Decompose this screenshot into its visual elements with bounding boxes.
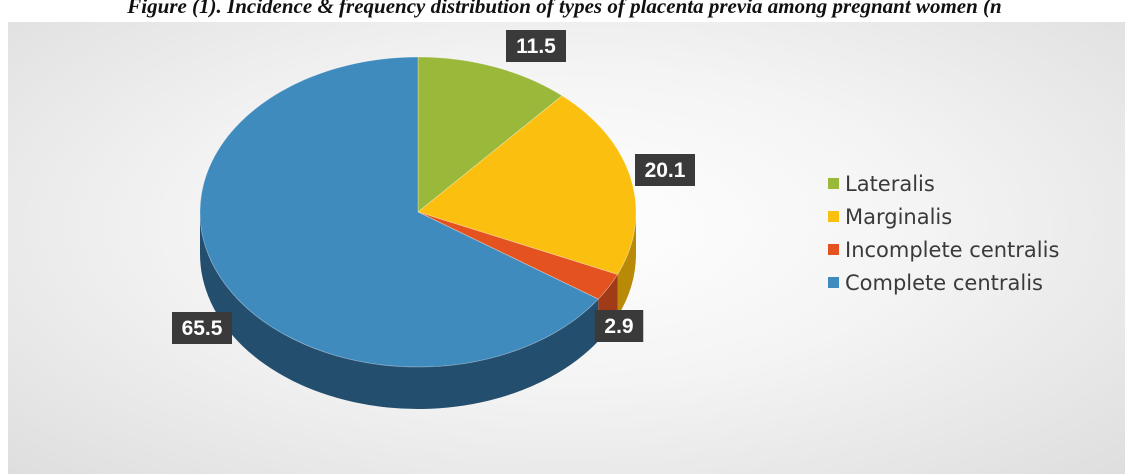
data-label-lateralis: 11.5	[506, 30, 566, 62]
data-label-value: 11.5	[516, 35, 556, 58]
data-label-box	[506, 30, 566, 62]
data-label-box	[172, 312, 232, 344]
pie-chart: 11.5 20.1 2.9 65.5 Lateralis Marginalis Incom…	[172, 30, 1059, 409]
pie-slices	[199, 56, 637, 368]
legend-swatch	[828, 178, 839, 189]
data-label-value: 65.5	[182, 317, 223, 340]
legend-item-marginalis: Marginalis	[828, 205, 952, 229]
data-label-marginalis: 20.1	[635, 154, 695, 186]
legend-label: Lateralis	[845, 172, 935, 196]
data-label-value: 20.1	[645, 159, 686, 182]
slice-side-complete-centralis	[200, 212, 599, 409]
slice-incomplete-centralis	[417, 211, 619, 300]
slice-lateralis	[417, 56, 563, 213]
legend-swatch	[828, 244, 839, 255]
legend-label: Complete centralis	[845, 271, 1043, 295]
data-label-complete-centralis: 65.5	[172, 312, 232, 344]
data-label-box	[635, 154, 695, 186]
legend-item-lateralis: Lateralis	[828, 172, 935, 196]
legend-label: Incomplete centralis	[845, 238, 1059, 262]
slice-marginalis	[417, 95, 637, 275]
legend-label: Marginalis	[845, 205, 952, 229]
data-label-incomplete-centralis: 2.9	[594, 310, 644, 342]
slice-side-marginalis	[617, 212, 636, 317]
figure-caption: Figure (1). Incidence & frequency distri…	[127, 0, 1002, 18]
data-label-box	[594, 310, 644, 342]
data-label-value: 2.9	[604, 315, 633, 338]
legend-swatch	[828, 211, 839, 222]
chart-area: 11.5 20.1 2.9 65.5 Lateralis Marginalis Incom…	[8, 22, 1125, 474]
slice-complete-centralis	[199, 56, 599, 368]
legend-swatch	[828, 277, 839, 288]
data-labels: 11.5 20.1 2.9 65.5	[172, 30, 695, 344]
legend-item-complete-centralis: Complete centralis	[828, 271, 1043, 295]
legend: Lateralis Marginalis Incomplete centralis C…	[828, 172, 1059, 295]
legend-item-incomplete-centralis: Incomplete centralis	[828, 238, 1059, 262]
